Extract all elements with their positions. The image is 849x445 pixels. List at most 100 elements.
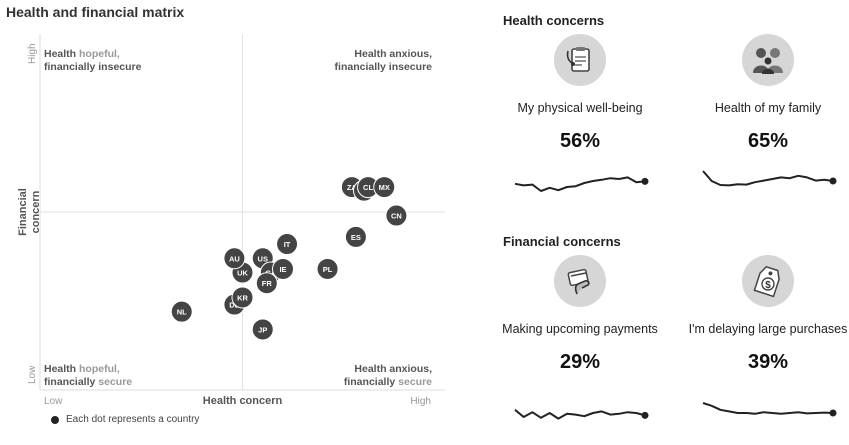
plot-frame <box>39 34 445 391</box>
country-dot-label: CA <box>265 269 276 278</box>
quadrant-top-left: Health hopeful, financially insecure <box>44 48 141 74</box>
quadrant-top-left-strong: Health <box>44 48 77 60</box>
sparkline-payments <box>514 409 649 420</box>
country-dot-label: PL <box>323 265 333 274</box>
card-payment-icon <box>554 255 606 307</box>
country-dot-kr[interactable]: KR <box>231 286 254 309</box>
country-dot-label: IT <box>284 240 291 249</box>
country-dot-label: MX <box>379 183 390 192</box>
country-dot-circle <box>276 233 299 256</box>
country-dot-label: KR <box>237 293 248 302</box>
country-dot-label: IE <box>279 265 286 274</box>
country-dot-circle <box>344 225 367 248</box>
quadrant-top-left-line2: financially insecure <box>44 61 142 73</box>
quadrant-top-left-muted: hopeful, <box>79 48 120 60</box>
quadrant-bottom-right: Health anxious, financially secure <box>300 363 432 389</box>
country-dot-label: CL <box>363 183 373 192</box>
health-card-physical: My physical well-being 56% <box>495 34 665 153</box>
country-dot-label: US <box>258 254 268 263</box>
financial-card-payments-label: Making upcoming payments <box>502 321 658 336</box>
country-dot-jp[interactable]: JP <box>251 318 274 341</box>
country-dot-nl[interactable]: NL <box>170 300 193 323</box>
legend-text: Each dot represents a country <box>66 414 200 425</box>
health-card-physical-value: 56% <box>559 130 601 152</box>
quadrant-bottom-right-line1: Health anxious, <box>354 363 432 375</box>
country-dot-circle <box>223 247 246 270</box>
x-axis-label: Health concern <box>203 395 283 407</box>
health-card-family-value: 65% <box>747 130 789 152</box>
quadrant-top-right: Health anxious, financially insecure <box>300 48 432 74</box>
sparkline-purchases <box>702 402 837 417</box>
x-tick-high: High <box>410 396 431 407</box>
country-dot-circle <box>231 286 254 309</box>
quadrant-bottom-right-line2-muted: secure <box>398 376 432 388</box>
quadrant-bottom-right-line2: financially <box>343 376 396 388</box>
financial-card-payments: Making upcoming payments 29% <box>495 255 665 374</box>
country-dot-circle <box>255 272 278 295</box>
health-card-family: Health of my family 65% <box>683 34 849 153</box>
medical-clipboard-icon <box>554 34 606 86</box>
financial-card-purchases-value: 39% <box>747 351 789 373</box>
country-dot-mx[interactable]: MX <box>373 176 396 199</box>
country-dot-label: ES <box>351 233 361 242</box>
legend-dot-icon <box>51 415 59 424</box>
sparkline-physical <box>514 176 649 192</box>
country-dot-it[interactable]: IT <box>276 233 299 256</box>
country-dot-circle <box>316 257 339 280</box>
country-dot-label: FR <box>262 279 273 288</box>
quadrant-top-right-line2: financially insecure <box>334 61 432 73</box>
country-dot-label: NL <box>177 308 187 317</box>
sparkline-path <box>514 409 646 420</box>
sparkline-family <box>702 170 837 187</box>
financial-concerns-heading: Financial concerns <box>503 234 621 249</box>
country-dot-es[interactable]: ES <box>344 225 367 248</box>
country-dot-cn[interactable]: CN <box>385 204 408 227</box>
health-concerns-heading: Health concerns <box>503 13 605 28</box>
x-tick-low: Low <box>44 396 63 407</box>
country-dot-au[interactable]: AU <box>223 247 246 270</box>
country-dot-label: JP <box>258 325 267 334</box>
country-dot-circle <box>170 300 193 323</box>
y-axis-label: Financialconcern <box>17 188 42 236</box>
country-dot-label: ZA <box>347 183 358 192</box>
dots-layer: NLDEKRJPUKAUUSCAFRIEITPLESZAINCLMXCN <box>170 176 408 341</box>
sparkline-path <box>702 170 834 187</box>
svg-text:$: $ <box>765 280 771 291</box>
country-dot-fr[interactable]: FR <box>255 272 278 295</box>
country-dot-circle <box>385 204 408 227</box>
financial-card-payments-value: 29% <box>559 351 601 373</box>
family-icon <box>742 34 794 86</box>
sparkline-end-dot <box>829 409 837 417</box>
health-card-physical-label: My physical well-being <box>517 100 643 115</box>
country-dot-circle <box>251 318 274 341</box>
sparkline-path <box>514 176 646 192</box>
sparkline-end-dot <box>829 177 837 185</box>
financial-card-purchases: $ I'm delaying large purchases 39% <box>683 255 849 374</box>
country-dot-circle <box>272 257 294 280</box>
sparkline-end-dot <box>641 411 649 419</box>
country-dot-pl[interactable]: PL <box>316 257 339 280</box>
country-dot-label: AU <box>229 254 240 263</box>
quadrant-bottom-left-line2: financially <box>44 376 96 388</box>
quadrant-bottom-left-strong: Health <box>44 363 77 375</box>
health-card-family-label: Health of my family <box>714 100 822 115</box>
y-tick-low: Low <box>27 365 38 384</box>
quadrant-bottom-left-line2-muted: secure <box>98 376 133 388</box>
quadrant-bottom-left-muted: hopeful, <box>79 363 120 375</box>
matrix-chart: NLDEKRJPUKAUUSCAFRIEITPLESZAINCLMXCN Low… <box>17 34 445 407</box>
axis-labels: Low High Health concern Low High Financialcon… <box>17 43 431 407</box>
country-dot-circle <box>373 176 396 199</box>
y-tick-high: High <box>27 43 38 64</box>
country-dot-ie[interactable]: IE <box>272 257 294 280</box>
sparkline-path <box>702 402 834 415</box>
country-dot-label: UK <box>237 269 248 278</box>
country-dot-label: CN <box>391 212 402 221</box>
quadrant-bottom-left: Health hopeful, financially secure <box>44 363 132 389</box>
quadrant-top-right-line1: Health anxious, <box>354 48 432 60</box>
price-tag-icon: $ <box>742 255 794 307</box>
financial-card-purchases-label: I'm delaying large purchases <box>688 321 848 336</box>
chart-title: Health and financial matrix <box>6 4 185 20</box>
sparkline-end-dot <box>641 177 649 185</box>
country-dot-label: DE <box>229 301 239 310</box>
country-dot-cl[interactable]: CL <box>357 176 380 199</box>
